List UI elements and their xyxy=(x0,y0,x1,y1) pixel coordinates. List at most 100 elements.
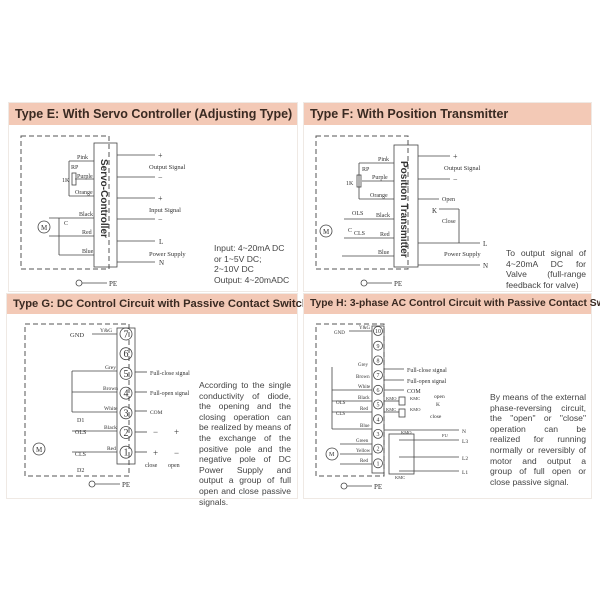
diagram-label: N xyxy=(483,262,488,270)
diagram-label: Full-close signal xyxy=(407,368,447,374)
terminal-circle xyxy=(119,386,133,400)
diagram-label: RP xyxy=(362,167,370,173)
diagram-label: Black xyxy=(79,212,93,218)
servo-controller-diagram: Servo-Controller Pink RP Purple 1K Orang… xyxy=(20,135,186,288)
diagram-label: 1K xyxy=(62,178,70,184)
diagram-label: D2 xyxy=(77,468,84,474)
diagram-label: Power Supply xyxy=(444,251,481,258)
diagram-label: Grey xyxy=(105,365,116,371)
diagram-label: Y&G xyxy=(359,326,371,331)
diagram-label: PE xyxy=(122,481,130,489)
terminal-number: 3 xyxy=(124,408,129,419)
terminal-number: 4 xyxy=(377,417,380,423)
terminal-number: 6 xyxy=(377,388,380,394)
terminal-circle xyxy=(373,428,383,439)
diagram-label: + xyxy=(453,152,458,161)
diagram-label: + xyxy=(158,194,163,203)
diagram-label: M xyxy=(41,224,48,232)
terminal-circle xyxy=(373,414,383,425)
diagram-label: 1K xyxy=(346,181,354,187)
diagram-label: Y&G xyxy=(100,328,112,334)
diagram-label: GND xyxy=(70,332,84,339)
spec-line: 2~10V DC xyxy=(214,264,254,275)
component-shape xyxy=(75,279,83,287)
diagram-label: Green xyxy=(356,439,369,444)
terminal-number: 1 xyxy=(124,448,129,459)
diagram-label: − xyxy=(158,173,163,182)
diagram-label: Black xyxy=(358,396,370,401)
diagram-label: KMO xyxy=(401,430,412,435)
diagram-label: close xyxy=(145,463,158,469)
diagram-label: L xyxy=(159,238,163,246)
component-shape xyxy=(356,174,362,188)
diagram-label: OLS xyxy=(336,401,346,406)
diagram-label: White xyxy=(358,385,371,390)
terminal-number: 6 xyxy=(124,349,129,360)
diagram-label: GND xyxy=(334,331,345,336)
diagram-label: Full-open signal xyxy=(407,379,446,385)
diagram-label: M xyxy=(329,452,335,458)
diagram-label: M xyxy=(36,446,43,454)
spec-line: or 1~5V DC; xyxy=(214,253,262,264)
terminal-circle xyxy=(373,326,383,336)
diagram-label: Brown xyxy=(356,375,370,380)
component-shape xyxy=(88,480,96,488)
diagram-label: KMO xyxy=(410,407,421,412)
diagram-label: close xyxy=(430,414,442,420)
diagram-label: KMC xyxy=(386,407,396,412)
component-shape xyxy=(360,279,368,287)
terminal-number: 8 xyxy=(377,359,380,365)
terminal-number: 7 xyxy=(124,330,129,341)
component-shape xyxy=(20,135,110,270)
diagram-label: Position Transmitter xyxy=(398,161,409,258)
diagram-label: KMC xyxy=(410,396,420,401)
diagram-label: N xyxy=(159,259,164,267)
diagram-label: Close xyxy=(442,219,456,225)
diagram-label: COM xyxy=(407,389,421,395)
diagram-label: KMO xyxy=(386,396,397,401)
diagram-label: Full-close signal xyxy=(150,371,190,377)
diagram-label: KMC xyxy=(395,475,405,480)
panel-title: Type G: DC Control Circuit with Passive … xyxy=(7,294,309,314)
terminal-circle xyxy=(119,347,133,361)
diagram-label: − xyxy=(453,175,458,184)
component-shape xyxy=(32,442,46,456)
diagram-label: Pink xyxy=(378,157,389,163)
diagram-label: Open xyxy=(442,197,455,203)
diagram-label: Red xyxy=(360,459,369,464)
diagram-label: Full-open signal xyxy=(150,391,189,397)
diagram-label: − xyxy=(174,448,179,458)
diagram-label: PE xyxy=(394,280,402,288)
position-transmitter-diagram: Position Transmitter Pink RP Purple 1K O… xyxy=(315,135,488,288)
terminal-circle xyxy=(373,355,383,366)
panel-type-e: Type E: With Servo Controller (Adjusting… xyxy=(8,102,298,292)
description: By means of the external phase-reversing… xyxy=(490,392,586,487)
diagram-label: Red xyxy=(380,232,390,238)
component-shape xyxy=(319,224,333,238)
diagram-label: CLS xyxy=(336,412,345,417)
diagram-label: L xyxy=(483,240,487,248)
diagram-label: PE xyxy=(109,280,117,288)
terminal-number: 9 xyxy=(377,344,380,350)
spec-description: To output signal of 4~20mA DC for Valve … xyxy=(506,248,586,290)
diagram-label: K xyxy=(432,207,437,215)
diagram-label: L1 xyxy=(462,470,468,476)
diagram-label: Output Signal xyxy=(149,164,185,171)
component-shape xyxy=(37,220,51,234)
diagram-label: + xyxy=(158,151,163,160)
diagram-label: Servo-Controller xyxy=(98,159,109,238)
diagram-label: N xyxy=(462,429,466,435)
component-shape xyxy=(388,433,415,475)
spec-description: Input: 4~20mA DC or 1~5V DC; 2~10V DC Ou… xyxy=(214,243,296,285)
panel-title: Type H: 3-phase AC Control Circuit with … xyxy=(304,294,600,314)
terminal-circle xyxy=(119,327,133,341)
component-shape xyxy=(325,447,339,461)
component-shape xyxy=(71,172,77,186)
component-shape xyxy=(24,323,130,477)
diagram-label: Blue xyxy=(82,249,94,255)
diagram-label: White xyxy=(104,406,118,412)
terminal-circle xyxy=(373,443,383,454)
diagram-label: Blue xyxy=(378,250,390,256)
diagram-label: Input Signal xyxy=(149,207,181,214)
diagram-label: Orange xyxy=(75,190,93,196)
